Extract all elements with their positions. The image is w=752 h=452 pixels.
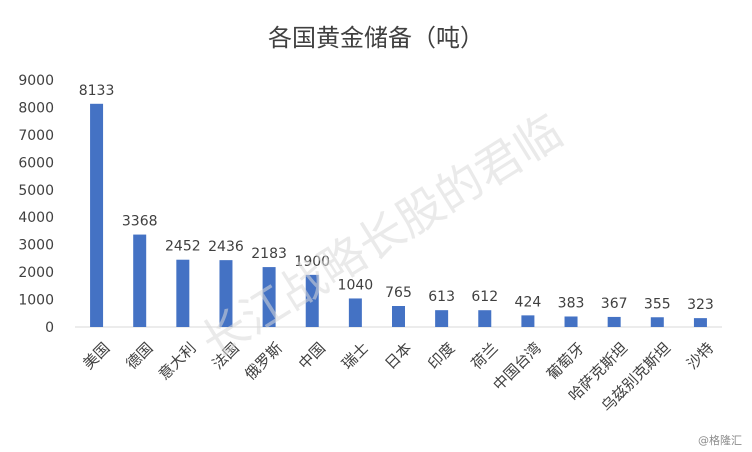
bar-value-label: 424 <box>515 294 542 310</box>
y-tick-label: 1000 <box>18 293 54 309</box>
bar <box>693 318 707 327</box>
bar-value-label: 367 <box>601 296 628 312</box>
bar-value-label: 1900 <box>294 254 330 270</box>
bar-value-label: 1040 <box>338 277 374 293</box>
y-tick-label: 2000 <box>18 265 54 281</box>
bar-value-label: 613 <box>428 289 455 305</box>
bar-value-label: 2436 <box>208 239 244 255</box>
bar <box>607 316 621 327</box>
y-tick-label: 0 <box>45 320 54 336</box>
bar <box>650 317 664 327</box>
bar <box>176 259 190 327</box>
bar <box>262 267 276 327</box>
y-tick-label: 7000 <box>18 128 54 144</box>
y-tick-label: 3000 <box>18 238 54 254</box>
y-tick-label: 5000 <box>18 183 54 199</box>
y-tick-label: 8000 <box>18 100 54 116</box>
bar-value-label: 355 <box>644 296 671 312</box>
bar-value-label: 3368 <box>122 214 158 230</box>
bar-value-label: 383 <box>558 295 585 311</box>
y-tick-label: 6000 <box>18 155 54 171</box>
bar <box>348 298 362 327</box>
y-tick-label: 9000 <box>18 73 54 89</box>
y-axis: 0 1000 2000 3000 4000 5000 6000 7000 8000 9000 <box>18 73 54 336</box>
bar-value-label: 8133 <box>79 83 115 99</box>
chart-title: 各国黄金储备（吨） <box>268 24 484 52</box>
bar-value-label: 323 <box>687 297 714 313</box>
bar-value-label: 2452 <box>165 239 201 255</box>
bar-series <box>90 103 707 327</box>
data-labels: 8133 3368 2452 2436 2183 1900 1040 765 613 612 424… <box>79 83 714 313</box>
bar <box>392 306 405 327</box>
bar-value-label: 765 <box>385 285 412 301</box>
bar <box>305 274 319 327</box>
bar-value-label: 612 <box>471 289 498 305</box>
bar <box>133 234 147 327</box>
bar-value-label: 2183 <box>251 246 287 262</box>
bar <box>521 315 535 327</box>
bar <box>90 103 104 327</box>
bar <box>219 260 233 327</box>
bar <box>435 310 449 327</box>
y-tick-label: 4000 <box>18 210 54 226</box>
source-mark: @格隆汇 <box>698 433 742 447</box>
bar <box>564 316 578 327</box>
bar <box>478 310 492 327</box>
